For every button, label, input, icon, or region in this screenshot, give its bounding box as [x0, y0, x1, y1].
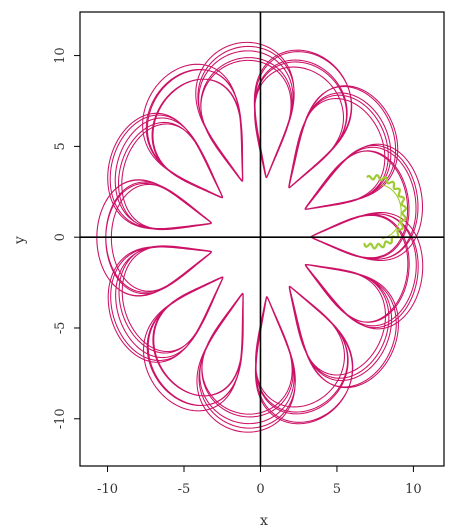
series-orbit-magenta [96, 41, 424, 433]
axes: -10 -5 0 5 10 -10 -5 0 5 10 [53, 11, 445, 497]
y-tick-label: 10 [53, 47, 68, 64]
y-tick-label: 5 [53, 142, 68, 150]
plot-area [96, 41, 424, 433]
series-arc-green [363, 174, 408, 250]
y-axis-title: y [12, 236, 28, 245]
x-tick-label: 0 [256, 482, 264, 497]
x-tick-label: 5 [333, 482, 341, 497]
y-tick-label: -5 [53, 322, 68, 335]
series-arc-green-inner [381, 184, 402, 240]
x-tick-label: 10 [405, 482, 422, 497]
plot-frame [79, 11, 445, 467]
x-tick-label: -5 [178, 482, 191, 497]
y-tick-label: 0 [53, 233, 68, 241]
x-axis-title: x [260, 513, 268, 529]
x-tick-label: -10 [97, 482, 118, 497]
y-tick-label: -10 [53, 408, 68, 429]
